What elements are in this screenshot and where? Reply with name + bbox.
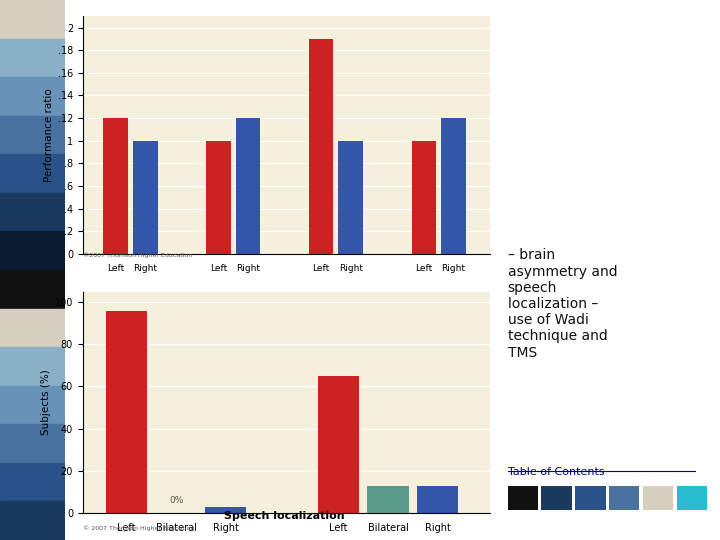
- Bar: [0, 232, 65, 270]
- Bar: [133, 140, 158, 254]
- Bar: [206, 140, 230, 254]
- Text: Visual task:
letter recognition: Visual task: letter recognition: [86, 313, 176, 332]
- Bar: [0, 38, 65, 77]
- Bar: [235, 118, 261, 254]
- Bar: [0, 502, 65, 540]
- Y-axis label: Performance ratio: Performance ratio: [43, 88, 53, 182]
- Bar: [0, 424, 65, 463]
- Bar: [0, 0, 65, 38]
- Bar: [309, 39, 333, 254]
- Bar: [0, 77, 65, 116]
- Bar: [0, 154, 65, 193]
- Text: ©2007 Thomson Higher Education: ©2007 Thomson Higher Education: [83, 252, 192, 258]
- Bar: [0, 270, 65, 308]
- Bar: [0, 116, 65, 154]
- Bar: [0, 463, 65, 502]
- Bar: [0, 347, 65, 386]
- Text: 0%: 0%: [169, 496, 184, 504]
- Bar: [104, 118, 128, 254]
- Bar: [205, 507, 246, 513]
- Text: Auditory task:
melody recognition: Auditory task: melody recognition: [390, 313, 488, 332]
- Text: Table of Contents: Table of Contents: [508, 467, 604, 477]
- Bar: [412, 140, 436, 254]
- Bar: [318, 376, 359, 513]
- Bar: [106, 310, 148, 513]
- Bar: [367, 485, 409, 513]
- Bar: [0, 193, 65, 232]
- Bar: [0, 308, 65, 347]
- Text: Speech localization: Speech localization: [224, 511, 345, 522]
- Bar: [417, 485, 459, 513]
- Text: – brain
asymmetry and
speech
localization –
use of Wadi
technique and
TMS: – brain asymmetry and speech localizatio…: [508, 248, 617, 360]
- Text: © 2007 Thomson Higher Education: © 2007 Thomson Higher Education: [83, 525, 194, 531]
- Text: Auditory task:
word recognition: Auditory task: word recognition: [292, 313, 379, 332]
- Text: Visual task:
face recognition: Visual task: face recognition: [192, 313, 275, 332]
- Bar: [0, 386, 65, 424]
- Bar: [441, 118, 466, 254]
- Bar: [338, 140, 363, 254]
- Y-axis label: Subjects (%): Subjects (%): [40, 369, 50, 435]
